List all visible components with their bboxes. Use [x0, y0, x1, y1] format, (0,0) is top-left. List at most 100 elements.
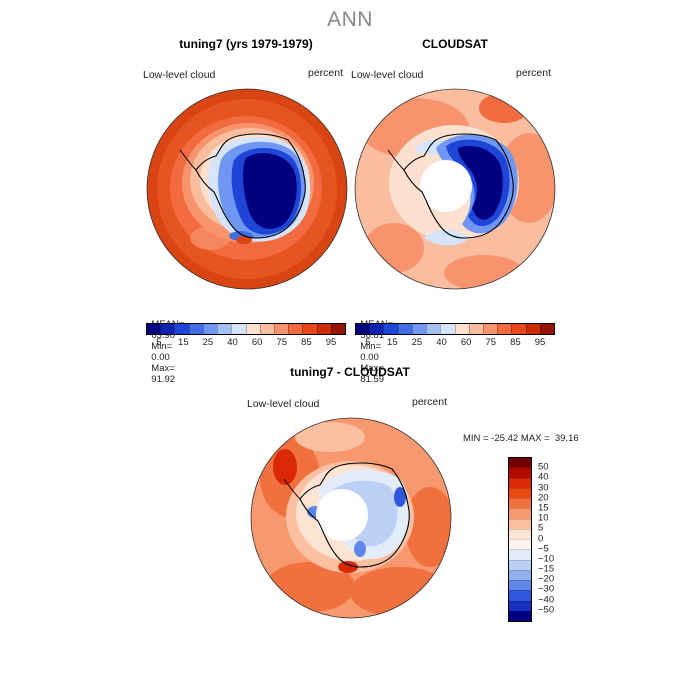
left-colorbar-swatch [202, 324, 218, 334]
right-colorbar-tick-label: 60 [460, 337, 472, 348]
right-panel-title: CLOUDSAT [422, 37, 488, 51]
diff-colorbar-swatch [509, 600, 531, 611]
left-colorbar-swatch [188, 324, 203, 334]
right-colorbar-swatch [397, 324, 412, 334]
left-colorbar-swatch [174, 324, 189, 334]
diff-colorbar-tick-label: −10 [538, 553, 555, 565]
diff-colorbar [508, 457, 532, 622]
diff-colorbar-tick-label: 15 [538, 502, 549, 514]
left-colorbar-swatch [259, 324, 274, 334]
diff-colorbar-swatch [509, 528, 531, 539]
right-polar-map [354, 88, 556, 290]
diff-colorbar-swatch [509, 498, 531, 509]
right-colorbar-swatch [482, 324, 498, 334]
left-colorbar-tick-label: 60 [251, 337, 263, 348]
right-colorbar-swatch [497, 324, 512, 334]
left-colorbar-tick-label: 85 [301, 337, 312, 348]
diff-colorbar-swatch [509, 549, 531, 560]
right-colorbar-swatch [426, 324, 441, 334]
right-units-label: percent [516, 67, 552, 79]
diff-colorbar-tick-label: 30 [538, 482, 549, 494]
right-colorbar-tick-label: 85 [510, 337, 521, 348]
left-colorbar-swatch [302, 324, 317, 334]
diff-colorbar-tick-label: 0 [538, 533, 544, 544]
right-colorbar-swatch [511, 324, 526, 334]
right-colorbar-swatch [369, 324, 384, 334]
diff-colorbar-tick-label: −5 [538, 543, 549, 555]
figure-title: ANN [327, 8, 373, 31]
right-colorbar-swatch [525, 324, 540, 334]
right-colorbar-tick-label: 25 [411, 337, 423, 348]
diff-colorbar-tick-label: 20 [538, 492, 549, 504]
right-min-value: 0.00 [360, 352, 379, 363]
right-colorbar-tick-label: 95 [534, 337, 546, 348]
right-max-label: Max= [360, 363, 384, 374]
diff-colorbar-swatch [509, 487, 531, 498]
left-max-label: Max= [151, 363, 175, 374]
left-colorbar-tick-label: 15 [178, 337, 189, 348]
right-colorbar-tick-label: 75 [485, 337, 497, 348]
left-colorbar-tick-label: 5 [156, 337, 162, 348]
diff-colorbar-swatch [509, 467, 531, 478]
left-colorbar-ticks: 5 15 25 40 60 75 85 95 [146, 337, 344, 349]
diff-colorbar-tick-label: 50 [538, 461, 549, 473]
diff-colorbar-tick-label: −30 [538, 583, 555, 595]
left-colorbar [146, 323, 346, 335]
diff-colorbar-swatch [509, 559, 531, 570]
right-colorbar-tick-label: 40 [436, 337, 447, 348]
right-variable-label: Low-level cloud [351, 69, 424, 81]
diff-colorbar-swatch [509, 580, 531, 591]
left-colorbar-swatch [273, 324, 289, 334]
left-colorbar-swatch [217, 324, 232, 334]
diff-colorbar-tick-label: −40 [538, 594, 555, 606]
diff-colorbar-tick-label: 5 [538, 522, 544, 534]
right-colorbar-swatch [411, 324, 427, 334]
left-colorbar-tick-label: 25 [202, 337, 214, 348]
right-max-value: 81.59 [360, 374, 385, 385]
left-min-value: 0.00 [151, 352, 170, 363]
left-colorbar-swatch [330, 324, 346, 334]
left-polar-map [146, 88, 348, 290]
diff-colorbar-swatch [509, 508, 531, 519]
right-mean-value: 56.81 [360, 330, 385, 341]
left-variable-label: Low-level cloud [143, 69, 216, 81]
diff-minmax-label: MIN = -25.42 MAX = 39.16 [463, 433, 579, 444]
diff-colorbar-ticks: 50 40 30 20 15 10 5 0 −5 −10 −15 −20 −30 −40 −50 [538, 457, 588, 620]
left-units-label: percent [308, 67, 344, 79]
diff-colorbar-swatch [509, 590, 531, 601]
right-colorbar-swatch [468, 324, 483, 334]
left-panel-title: tuning7 (yrs 1979-1979) [179, 37, 313, 51]
diff-variable-label: Low-level cloud [247, 398, 320, 410]
right-colorbar-swatch [454, 324, 469, 334]
left-max-value: 91.92 [151, 374, 176, 385]
left-colorbar-swatch [288, 324, 303, 334]
right-colorbar-swatch [440, 324, 455, 334]
left-colorbar-tick-label: 95 [325, 337, 337, 348]
diff-colorbar-swatch [509, 610, 531, 621]
diff-polar-map [250, 417, 452, 619]
diff-colorbar-swatch [509, 539, 531, 550]
left-colorbar-swatch [316, 324, 331, 334]
diff-colorbar-tick-label: −15 [538, 563, 555, 575]
left-colorbar-tick-label: 40 [227, 337, 238, 348]
right-colorbar-swatch [356, 324, 370, 334]
right-colorbar-swatch [539, 324, 555, 334]
left-colorbar-swatch [160, 324, 175, 334]
left-mean-value: 63.90 [151, 330, 176, 341]
diff-panel-title: tuning7 - CLOUDSAT [290, 365, 410, 379]
diff-colorbar-tick-label: −20 [538, 573, 555, 585]
diff-colorbar-tick-label: −50 [538, 604, 555, 616]
right-min-label: Min= [360, 341, 382, 352]
right-colorbar-ticks: 5 15 25 40 60 75 85 95 [355, 337, 553, 349]
diff-colorbar-swatch [509, 477, 531, 488]
diff-colorbar-swatch [509, 458, 531, 468]
right-colorbar-tick-label: 15 [387, 337, 398, 348]
diff-colorbar-tick-label: 10 [538, 512, 549, 524]
left-colorbar-tick-label: 75 [276, 337, 288, 348]
diff-colorbar-swatch [509, 518, 531, 529]
left-min-label: Min= [151, 341, 173, 352]
right-colorbar-tick-label: 5 [365, 337, 371, 348]
diff-colorbar-swatch [509, 569, 531, 580]
left-colorbar-swatch [147, 324, 161, 334]
right-colorbar-swatch [383, 324, 398, 334]
